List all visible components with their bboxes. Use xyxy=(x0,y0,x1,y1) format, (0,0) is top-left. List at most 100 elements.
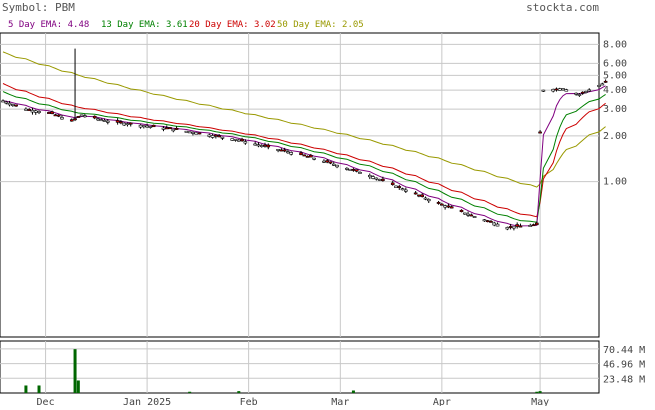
candle-down xyxy=(197,132,202,135)
symbol-label: Symbol: PBM xyxy=(2,1,75,14)
ema5-line xyxy=(2,85,606,227)
candle-up xyxy=(482,219,487,222)
site-label: stockta.com xyxy=(526,1,599,14)
candle-up xyxy=(528,225,533,227)
candle-down xyxy=(119,121,123,124)
candle-down xyxy=(56,114,61,117)
candle-up xyxy=(194,132,199,135)
legend-ema13: 13 Day EMA: 3.61 xyxy=(101,20,188,30)
candle-up xyxy=(472,216,477,218)
candle-down xyxy=(328,161,333,164)
legend-ema20: 20 Day EMA: 3.02 xyxy=(189,20,276,30)
candle-down xyxy=(27,109,32,111)
candle-down xyxy=(538,131,542,134)
candle-up xyxy=(404,189,408,192)
price-tick-label: 6.00 xyxy=(603,58,627,69)
candle-down xyxy=(603,80,608,83)
candle-up xyxy=(564,89,569,92)
candle-up xyxy=(7,102,12,106)
price-tick-label: 4.00 xyxy=(603,85,627,96)
candle-up xyxy=(466,213,470,216)
candle-up xyxy=(322,160,326,163)
candle-up xyxy=(171,128,176,132)
candle-down xyxy=(508,226,513,228)
volume-tick-label: 23.48 M xyxy=(603,374,645,385)
candle-down xyxy=(53,114,58,117)
price-tick-label: 5.00 xyxy=(603,70,627,81)
volume-bar xyxy=(37,385,41,393)
candle-up xyxy=(79,114,84,117)
candle-up xyxy=(462,212,467,215)
candle-up xyxy=(600,83,605,86)
price-tick-label: 1.00 xyxy=(603,177,627,188)
candle-down xyxy=(417,194,421,197)
candle-up xyxy=(394,185,398,188)
candle-down xyxy=(305,155,310,158)
candle-down xyxy=(420,194,425,197)
candle-down xyxy=(354,169,359,172)
volume-bar xyxy=(237,391,241,393)
candle-up xyxy=(400,188,405,191)
candle-down xyxy=(92,115,97,119)
candle-down xyxy=(351,169,356,171)
candle-up xyxy=(243,141,248,144)
candle-up xyxy=(367,175,372,178)
candle-up xyxy=(505,227,510,230)
legend-ema50: 50 Day EMA: 2.05 xyxy=(277,20,364,30)
candle-down xyxy=(168,127,172,130)
candle-down xyxy=(469,214,474,217)
candle-down xyxy=(115,120,120,123)
candle-up xyxy=(276,149,280,151)
candle-down xyxy=(279,149,284,152)
candle-up xyxy=(289,152,294,155)
candle-up xyxy=(96,118,100,121)
volume-axis: 70.44 M 46.96 M 23.48 M xyxy=(603,345,645,385)
x-tick-label: Apr xyxy=(433,397,451,406)
candle-down xyxy=(489,220,493,223)
candle-up xyxy=(443,205,447,208)
candle-up xyxy=(24,108,28,111)
candle-down xyxy=(397,186,402,188)
candle-up xyxy=(233,138,238,141)
candle-down xyxy=(535,222,539,226)
candle-up xyxy=(597,85,601,87)
volume-tick-label: 46.96 M xyxy=(603,360,645,371)
x-tick-label: Feb xyxy=(240,397,258,406)
volume-bar xyxy=(351,390,355,393)
legend-ema5: 5 Day EMA: 4.48 xyxy=(8,20,89,30)
candle-down xyxy=(299,152,303,156)
candle-up xyxy=(122,122,126,126)
candle-up xyxy=(492,222,497,226)
candle-up xyxy=(33,110,38,113)
candle-down xyxy=(14,104,18,107)
grid-lines xyxy=(0,33,599,393)
candle-down xyxy=(449,206,454,209)
volume-bar xyxy=(76,380,80,393)
candle-up xyxy=(557,88,562,91)
candle-up xyxy=(541,89,546,92)
candle-down xyxy=(69,119,74,122)
candle-down xyxy=(128,122,133,125)
x-tick-label: Jan 2025 xyxy=(123,397,171,406)
candle-up xyxy=(377,179,382,181)
candle-down xyxy=(73,118,77,121)
candle-up xyxy=(574,92,578,95)
candle-down xyxy=(436,202,441,204)
candle-up xyxy=(312,157,316,160)
candle-up xyxy=(345,167,349,170)
candle-down xyxy=(240,138,244,142)
candle-up xyxy=(187,131,192,134)
candle-down xyxy=(325,160,330,163)
candle-up xyxy=(148,126,153,128)
candle-up xyxy=(220,136,225,139)
candle-down xyxy=(518,225,523,228)
ema-lines xyxy=(2,51,606,227)
candle-up xyxy=(184,130,189,133)
volume-bar xyxy=(24,385,28,393)
price-tick-label: 3.00 xyxy=(603,104,627,115)
candle-down xyxy=(440,203,444,206)
candle-up xyxy=(125,123,130,126)
candle-up xyxy=(83,115,87,118)
candle-up xyxy=(371,176,375,179)
candle-up xyxy=(331,163,336,166)
